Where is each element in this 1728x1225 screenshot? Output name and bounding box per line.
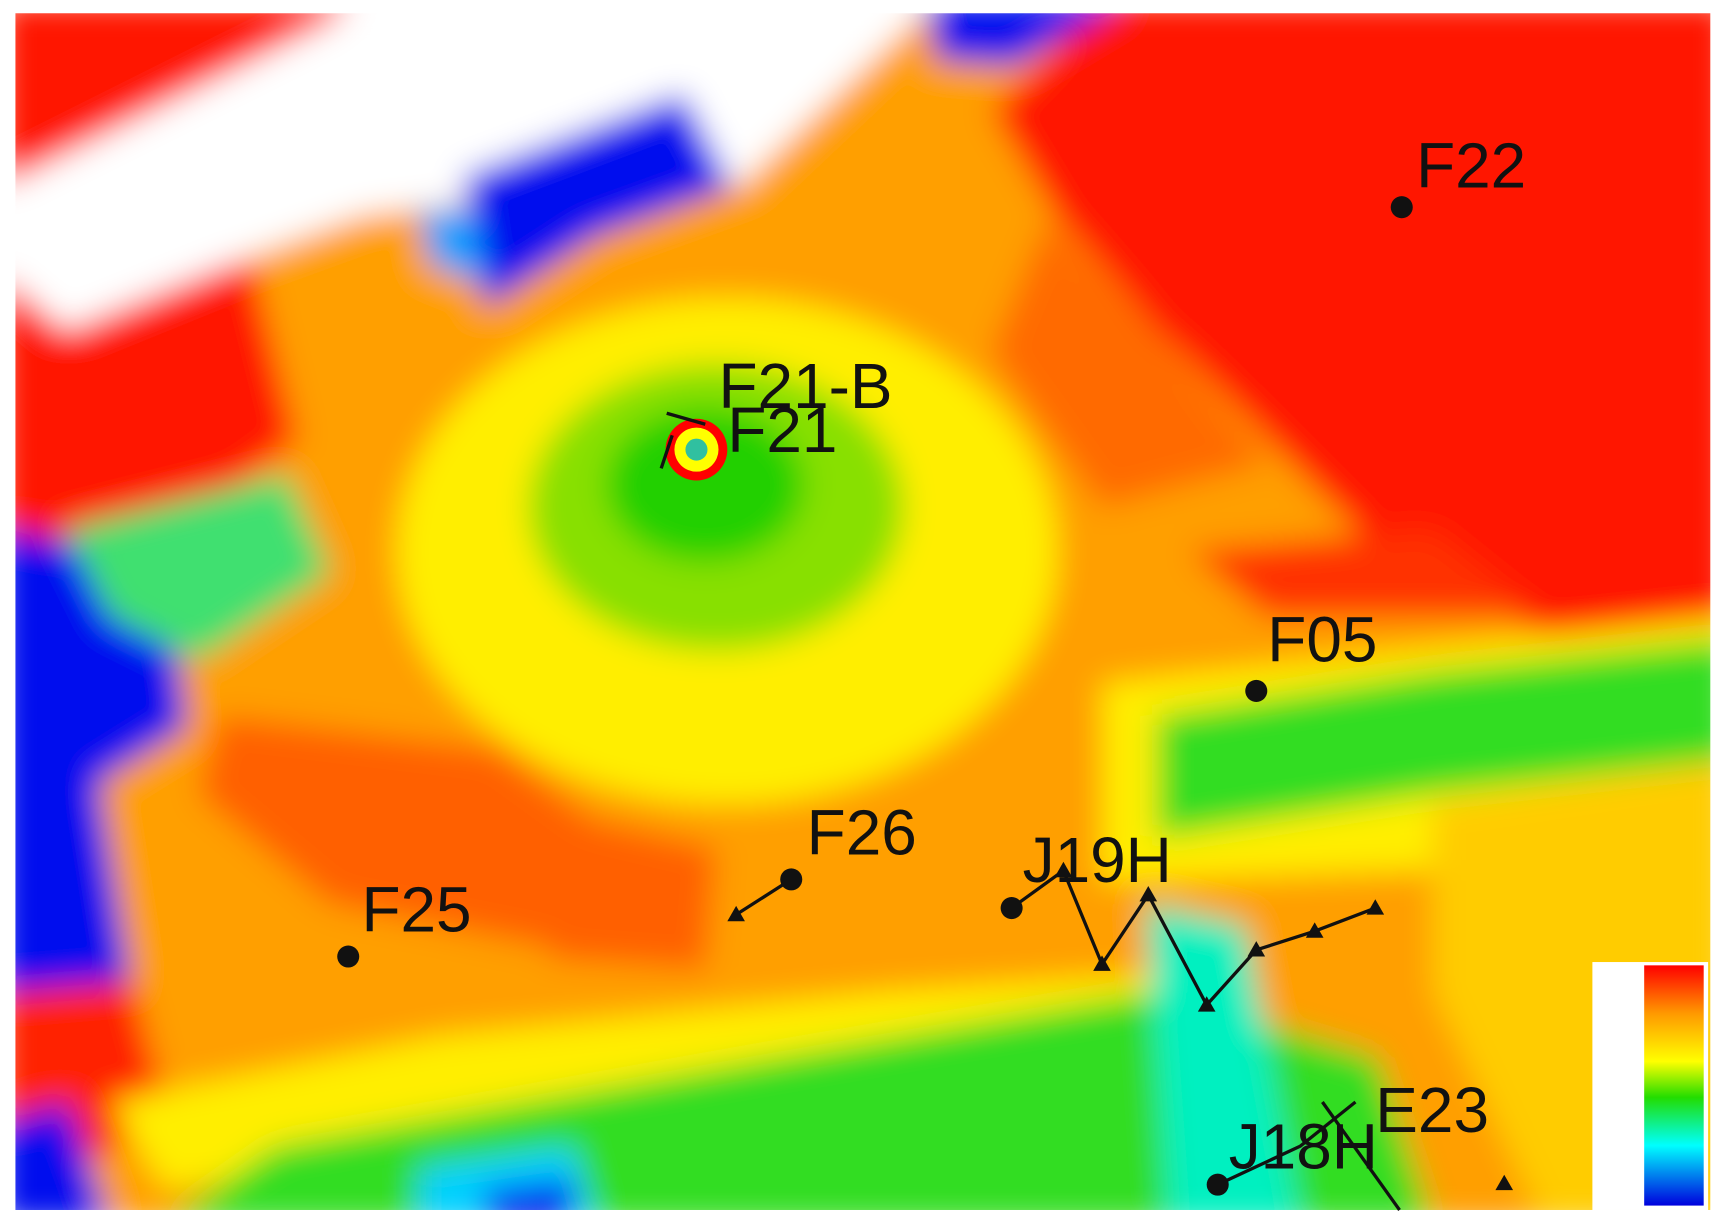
trajectory — [1010, 868, 1376, 1008]
trajectory — [1321, 1101, 1401, 1211]
legend — [1592, 962, 1709, 1210]
well-dot — [1000, 897, 1023, 920]
well-dot — [337, 945, 360, 968]
well-label: F21 — [727, 394, 837, 466]
well-label: E23 — [1375, 1074, 1489, 1146]
well-label: F26 — [807, 796, 917, 868]
target-center — [685, 438, 708, 461]
well-dots — [337, 196, 1413, 1196]
well-label: J19H — [1023, 824, 1172, 896]
trajectory-markers — [727, 861, 1514, 1191]
well-dot — [780, 868, 803, 891]
well-labels: F22 F21-B F21 F05 F26 F25 J19H J18H E23 — [361, 130, 1526, 1183]
legend-colorbar — [1644, 965, 1704, 1206]
well-label: F05 — [1267, 604, 1377, 676]
well-cross — [659, 411, 706, 469]
well-dot — [1206, 1173, 1229, 1196]
well-label: F22 — [1416, 130, 1526, 202]
well-label: F25 — [361, 874, 471, 946]
well-trajectories — [659, 411, 1514, 1211]
trajectory — [1217, 1100, 1357, 1187]
well-dot — [1390, 196, 1413, 219]
well-dot — [1245, 679, 1268, 702]
well-label: F21-B — [719, 350, 893, 422]
well-label: J18H — [1229, 1110, 1378, 1182]
